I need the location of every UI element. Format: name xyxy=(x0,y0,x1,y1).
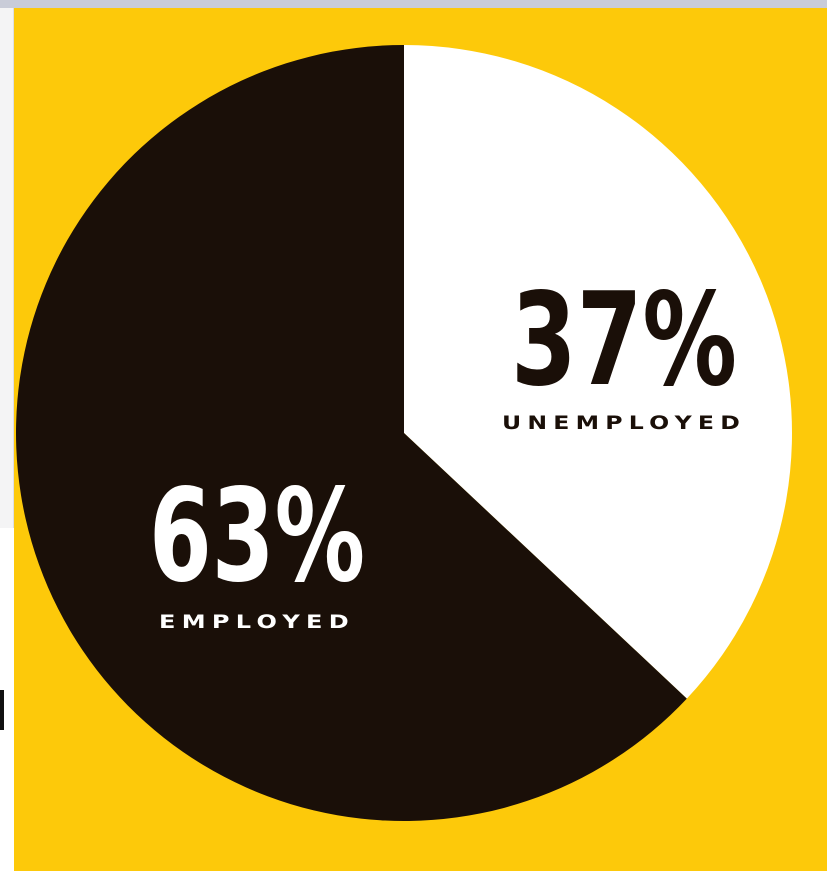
slice-label-employed: EMPLOYED xyxy=(159,611,355,633)
pie-slice-employed xyxy=(15,45,687,821)
left-panel xyxy=(0,8,14,528)
slice-value-employed: 63% xyxy=(149,462,365,611)
slice-label-unemployed: UNEMPLOYED xyxy=(502,412,746,434)
pie-slice-unemployed xyxy=(404,45,792,699)
pie-chart: 37% UNEMPLOYED 63% EMPLOYED xyxy=(14,8,827,871)
top-border xyxy=(0,0,827,8)
pie-slices xyxy=(15,45,792,821)
left-edge-mark xyxy=(0,690,4,730)
chart-canvas: 37% UNEMPLOYED 63% EMPLOYED xyxy=(14,8,827,871)
slice-value-unemployed: 37% xyxy=(511,266,737,415)
